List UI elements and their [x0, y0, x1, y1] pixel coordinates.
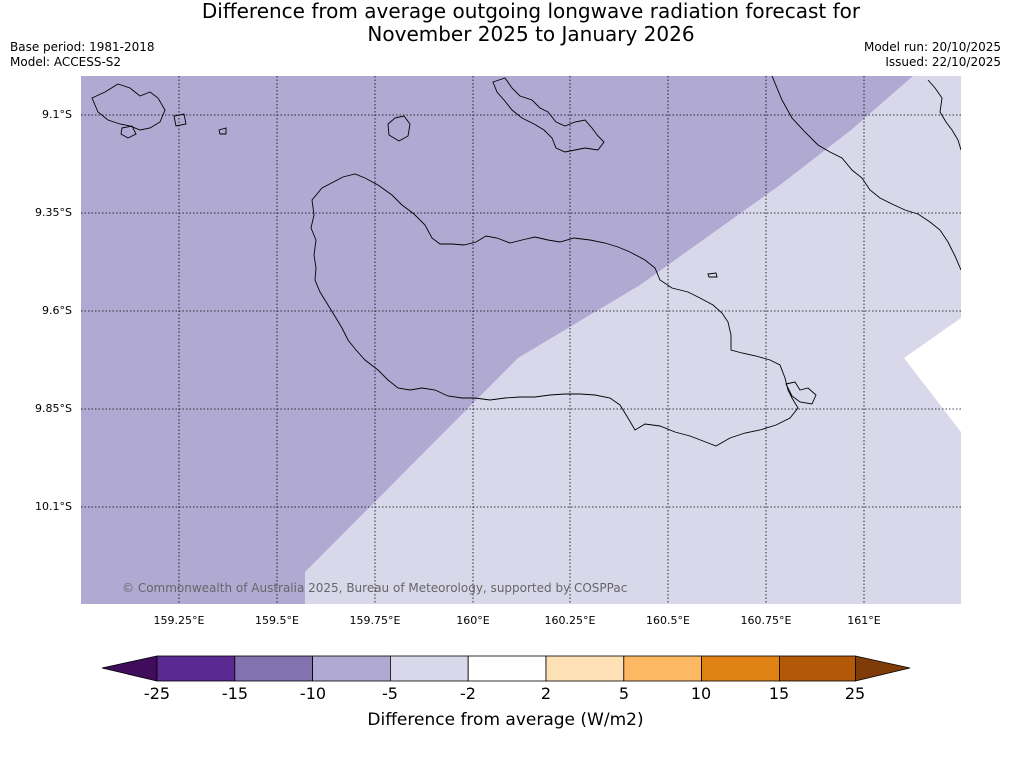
lat-label-9-85: 9.85°S [35, 402, 72, 415]
coast-nw-islet-1 [120, 125, 137, 139]
coast-nw-islet-3 [218, 127, 227, 135]
colorbar-bin-9 [779, 655, 856, 682]
anomaly-band-light [305, 76, 961, 604]
colorbar-tick-7: 10 [690, 684, 712, 703]
lon-label-159-5: 159.5°E [255, 614, 299, 627]
base-period: Base period: 1981-2018 [10, 40, 155, 54]
colorbar-tick-5: 2 [540, 684, 552, 703]
colorbar-tick-2: -10 [299, 684, 327, 703]
colorbar-bin-3 [312, 655, 391, 682]
coast-nw-islet-2 [173, 113, 187, 127]
anomaly-band-neutral [904, 318, 961, 432]
coast-guadalcanal [310, 173, 799, 447]
coast-ne-island [927, 79, 961, 151]
meta-right: Model run: 20/10/2025 Issued: 22/10/2025 [864, 40, 1001, 70]
coast-islet [707, 272, 718, 278]
lat-label-9-35: 9.35°S [35, 206, 72, 219]
colorbar-tick-4: -2 [460, 684, 476, 703]
chart-title: Difference from average outgoing longwav… [0, 0, 1011, 46]
colorbar-tick-0: -25 [143, 684, 171, 703]
lon-label-160-5: 160.5°E [646, 614, 690, 627]
colorbar-tick-6: 5 [618, 684, 630, 703]
coastlines [91, 76, 961, 447]
colorbar-bin-4 [389, 655, 469, 682]
lat-label-9-6: 9.6°S [42, 304, 72, 317]
coast-marau-islets [785, 381, 817, 405]
model-run: Model run: 20/10/2025 [863, 40, 1001, 54]
colorbar-tick-8: 15 [768, 684, 790, 703]
colorbar-above-max [855, 655, 911, 682]
colorbar [101, 655, 911, 682]
colorbar-bin-8 [701, 655, 780, 682]
gridlines [81, 76, 961, 604]
meta-left: Base period: 1981-2018 Model: ACCESS-S2 [10, 40, 155, 70]
colorbar-bin-1 [156, 655, 236, 682]
coast-malaita [771, 76, 961, 271]
lon-label-160: 160°E [456, 614, 490, 627]
colorbar-tick-3: -5 [382, 684, 398, 703]
title-line-1: Difference from average outgoing longwav… [201, 0, 861, 23]
coast-savo [387, 115, 411, 142]
lon-label-160-75: 160.75°E [740, 614, 792, 627]
map-area [81, 76, 961, 604]
lon-label-159-75: 159.75°E [349, 614, 401, 627]
lon-label-160-25: 160.25°E [544, 614, 596, 627]
colorbar-tick-9: 25 [844, 684, 866, 703]
model-name: Model: ACCESS-S2 [10, 55, 122, 69]
lon-label-161: 161°E [847, 614, 881, 627]
coast-florida-islands [492, 77, 605, 153]
colorbar-label: Difference from average (W/m2) [367, 710, 644, 730]
lon-label-159-25: 159.25°E [153, 614, 205, 627]
coast-nw-islands [91, 83, 166, 131]
colorbar-bin-6 [545, 655, 625, 682]
copyright-credit: © Commonwealth of Australia 2025, Bureau… [122, 581, 628, 595]
colorbar-bin-5 [467, 655, 547, 682]
issued-date: Issued: 22/10/2025 [885, 55, 1001, 69]
lat-label-10-1: 10.1°S [35, 500, 72, 513]
colorbar-tick-1: -15 [221, 684, 249, 703]
lat-label-9-1: 9.1°S [42, 108, 72, 121]
colorbar-bin-2 [234, 655, 314, 682]
colorbar-bin-7 [623, 655, 702, 682]
title-line-2: November 2025 to January 2026 [367, 22, 695, 46]
colorbar-below-min [101, 655, 158, 682]
